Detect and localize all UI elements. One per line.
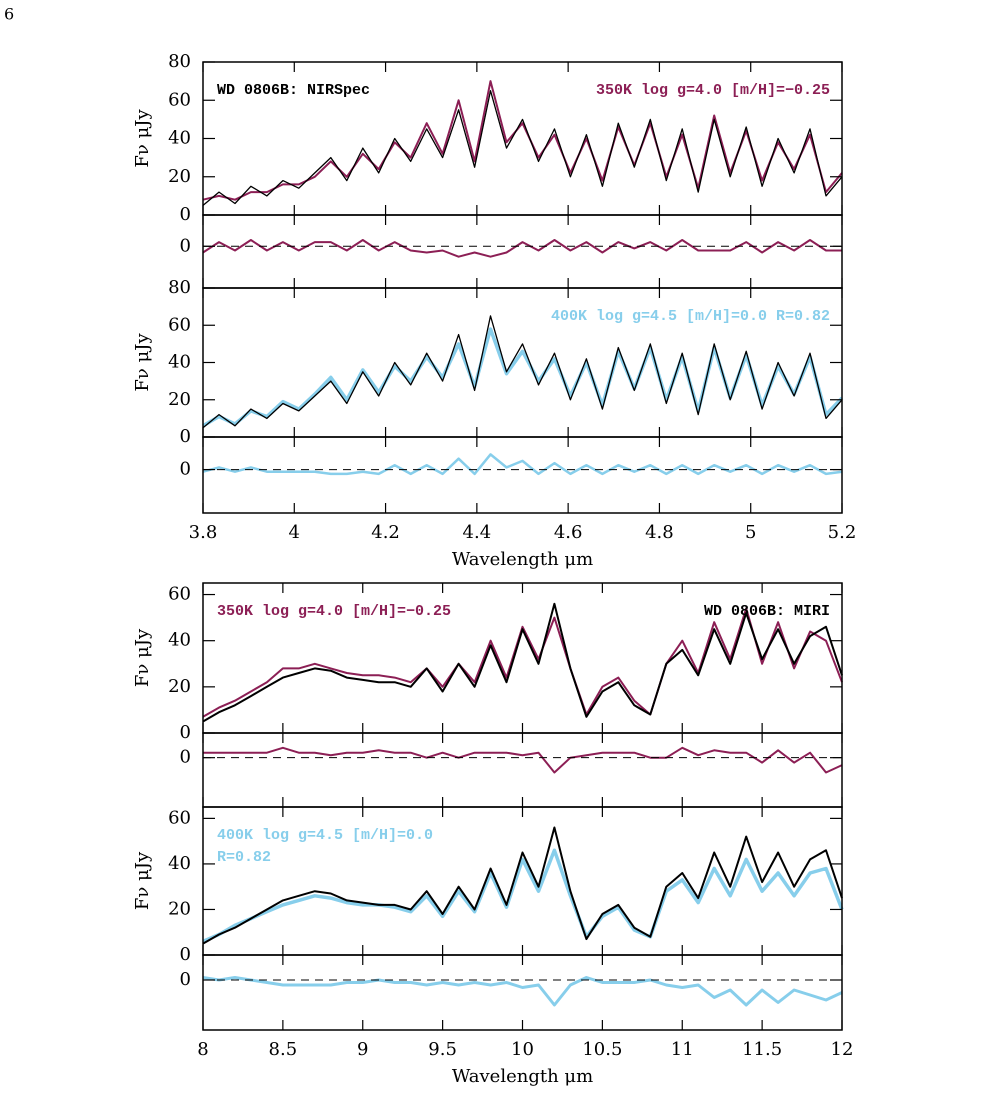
y-tick-label: 60: [168, 314, 191, 335]
y-tick-label: 80: [168, 277, 191, 298]
y-tick-label: 20: [168, 676, 191, 697]
y-tick-label: 20: [168, 166, 191, 187]
x-tick-label: 4.4: [463, 522, 492, 543]
annotation: WD 0806B: NIRSpec: [217, 82, 370, 99]
x-tick-label: 11: [671, 1039, 694, 1060]
annotation: 350K log g=4.0 [m/H]=−0.25: [217, 603, 451, 620]
panel-frame: [202, 732, 843, 808]
x-tick-label: 3.8: [189, 522, 218, 543]
spectrum-line: [202, 453, 843, 476]
x-axis-label: Wavelength μm: [452, 549, 593, 570]
y-tick-label: 0: [180, 722, 191, 743]
spectrum-line: [202, 826, 843, 945]
panel-frame: [202, 214, 843, 289]
y-tick-label: 0: [180, 235, 191, 256]
y-tick-label: 60: [168, 584, 191, 605]
y-axis-label: Fν μJy: [132, 851, 153, 910]
spectrum-line: [202, 90, 843, 206]
annotation: 400K log g=4.5 [m/H]=0.0 R=0.82: [551, 308, 830, 325]
x-tick-label: 5.2: [828, 522, 857, 543]
y-tick-label: 60: [168, 89, 191, 110]
annotation: WD 0806B: MIRI: [704, 603, 830, 620]
x-tick-label: 4: [289, 522, 300, 543]
y-tick-label: 20: [168, 898, 191, 919]
x-tick-label: 4.6: [554, 522, 583, 543]
y-tick-label: 40: [168, 128, 191, 149]
panel-frame: [202, 954, 843, 1031]
spectrum-line: [202, 976, 843, 1007]
y-tick-label: 0: [180, 204, 191, 225]
y-tick-label: 0: [180, 459, 191, 480]
x-axis-label: Wavelength μm: [452, 1066, 593, 1087]
y-axis-label: Fν μJy: [132, 109, 153, 168]
panel-frame: [202, 436, 843, 514]
x-tick-label: 8.5: [269, 1039, 298, 1060]
y-tick-label: 0: [180, 969, 191, 990]
page-number: 6: [4, 5, 14, 24]
annotation: R=0.82: [217, 849, 271, 866]
x-tick-label: 5: [745, 522, 756, 543]
y-tick-label: 80: [168, 51, 191, 72]
spectrum-line: [202, 239, 842, 258]
x-tick-label: 9: [357, 1039, 368, 1060]
y-tick-label: 0: [180, 426, 191, 447]
y-tick-label: 40: [168, 630, 191, 651]
x-tick-label: 4.2: [371, 522, 400, 543]
x-tick-label: 9.5: [428, 1039, 457, 1060]
annotation: 350K log g=4.0 [m/H]=−0.25: [596, 82, 830, 99]
y-tick-label: 60: [168, 807, 191, 828]
x-tick-label: 11.5: [742, 1039, 782, 1060]
spectrum-line: [202, 315, 843, 429]
y-tick-label: 40: [168, 352, 191, 373]
y-tick-label: 20: [168, 389, 191, 410]
x-tick-label: 12: [831, 1039, 854, 1060]
annotation: 400K log g=4.5 [m/H]=0.0: [217, 827, 433, 844]
x-tick-label: 8: [197, 1039, 208, 1060]
x-tick-label: 4.8: [645, 522, 674, 543]
spectrum-line: [203, 746, 843, 774]
y-tick-label: 40: [168, 853, 191, 874]
y-axis-label: Fν μJy: [132, 333, 153, 392]
y-axis-label: Fν μJy: [132, 628, 153, 687]
x-tick-label: 10: [511, 1039, 534, 1060]
spectrum-line: [202, 848, 844, 943]
x-tick-label: 10.5: [582, 1039, 622, 1060]
spectrum-line: [202, 602, 843, 723]
y-tick-label: 0: [180, 747, 191, 768]
y-tick-label: 0: [180, 944, 191, 965]
spectrum-line: [202, 607, 843, 718]
